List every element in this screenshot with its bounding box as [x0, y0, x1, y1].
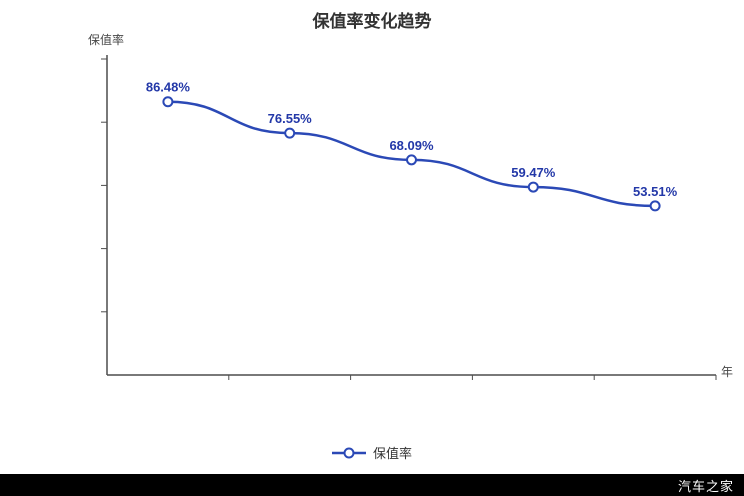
data-point-label: 76.55% [268, 111, 313, 126]
data-point-label: 86.48% [146, 80, 191, 95]
data-point [527, 181, 539, 193]
series-line [167, 100, 656, 208]
residual-value-line-chart: 86.48% 76.55% 68.09% 59.47% 53.51% [101, 55, 717, 380]
chart-legend: 保值率 [0, 443, 744, 462]
data-point-label: 68.09% [389, 138, 434, 153]
chart-title: 保值率变化趋势 [312, 12, 432, 31]
legend-item-residual-value[interactable]: 保值率 [331, 443, 412, 462]
x-axis-unit-label: 年 [721, 365, 734, 379]
data-point [406, 154, 417, 166]
data-point [649, 200, 661, 212]
data-point [162, 96, 174, 108]
legend-line-marker-icon [331, 447, 366, 458]
watermark-bar: 汽车之家 [0, 474, 744, 496]
data-point [284, 127, 296, 139]
watermark-text: 汽车之家 [677, 478, 734, 494]
data-point-label: 53.51% [633, 184, 678, 199]
legend-label: 保值率 [372, 446, 412, 461]
data-point-label: 59.47% [511, 165, 556, 180]
y-axis-label: 保值率 [88, 33, 125, 47]
